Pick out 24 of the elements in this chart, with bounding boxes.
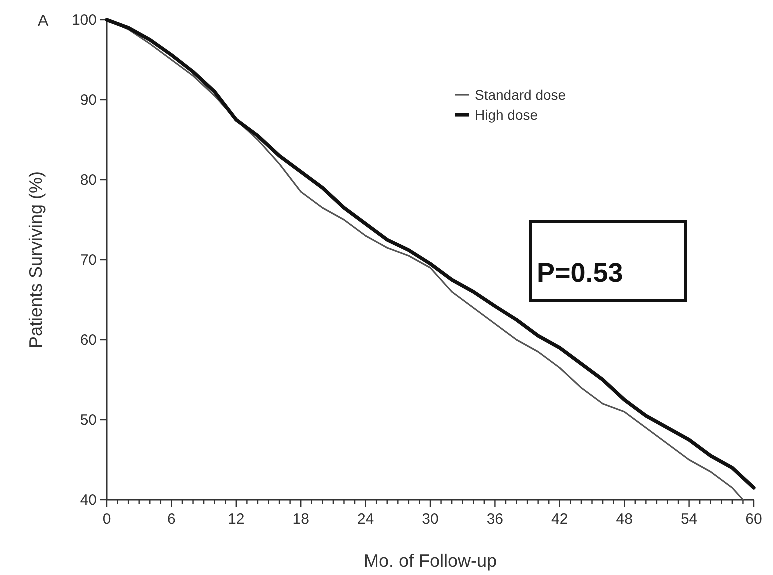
y-tick-label: 100 bbox=[72, 12, 97, 29]
x-tick-label: 6 bbox=[168, 511, 176, 528]
x-tick-label: 24 bbox=[357, 511, 374, 528]
y-axis-title: Patients Surviving (%) bbox=[26, 171, 46, 349]
x-tick-label: 48 bbox=[616, 511, 633, 528]
annotation: P=0.53 bbox=[537, 258, 624, 288]
y-tick-label: 90 bbox=[80, 92, 97, 109]
y-tick-label: 50 bbox=[80, 412, 97, 429]
y-tick-label: 40 bbox=[80, 492, 97, 509]
text: A bbox=[38, 13, 49, 30]
x-tick-label: 54 bbox=[680, 511, 698, 528]
y-tick-label: 70 bbox=[80, 252, 97, 269]
x-tick-label: 36 bbox=[486, 511, 504, 528]
legend-label: Standard dose bbox=[475, 87, 566, 103]
y-tick-label: 80 bbox=[80, 172, 97, 189]
x-tick-label: 18 bbox=[292, 511, 310, 528]
x-tick-label: 30 bbox=[422, 511, 439, 528]
x-tick-label: 12 bbox=[228, 511, 245, 528]
x-tick-label: 60 bbox=[746, 511, 762, 528]
x-axis-title: Mo. of Follow-up bbox=[364, 551, 498, 571]
legend-label: High dose bbox=[475, 107, 538, 123]
y-tick-label: 60 bbox=[80, 332, 97, 349]
x-tick-label: 42 bbox=[552, 511, 568, 528]
x-tick-label: 0 bbox=[102, 511, 112, 528]
